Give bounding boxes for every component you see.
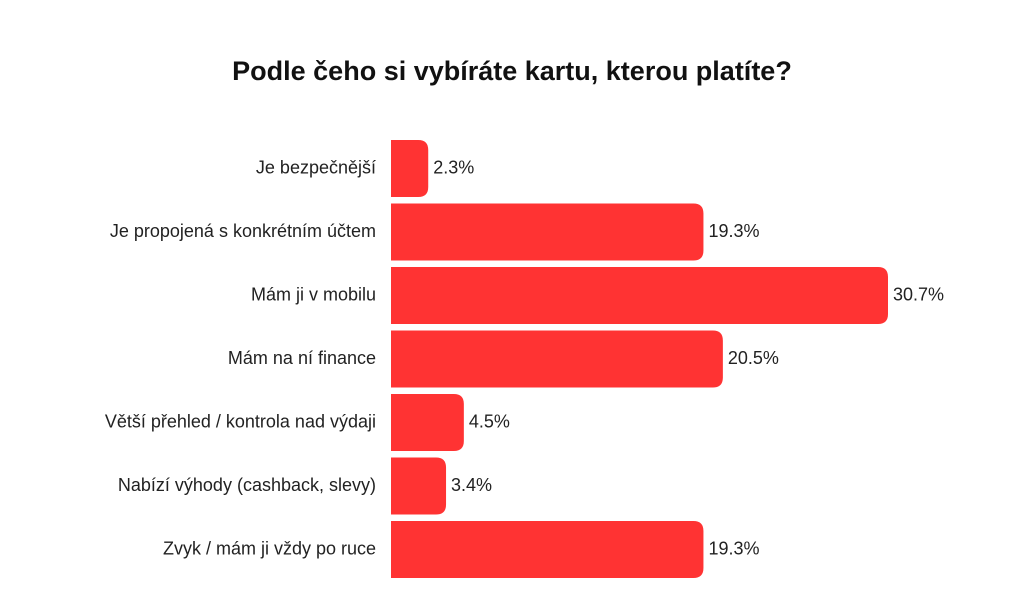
category-label: Je bezpečnější — [256, 157, 376, 177]
category-label: Mám ji v mobilu — [251, 284, 376, 304]
bar — [391, 457, 447, 515]
chart-title: Podle čeho si vybíráte kartu, kterou pla… — [232, 56, 792, 86]
bar — [391, 267, 888, 324]
data-label: 19.3% — [708, 538, 759, 558]
data-label: 30.7% — [893, 284, 944, 304]
data-label: 4.5% — [469, 411, 510, 431]
category-label: Je propojená s konkrétním účtem — [110, 221, 376, 241]
bar — [391, 203, 704, 261]
category-label: Zvyk / mám ji vždy po ruce — [163, 538, 376, 558]
data-label: 19.3% — [708, 221, 759, 241]
category-label: Větší přehled / kontrola nad výdaji — [105, 411, 376, 431]
category-label: Nabízí výhody (cashback, slevy) — [118, 475, 376, 495]
bar — [391, 330, 723, 388]
bar — [391, 140, 429, 197]
data-label: 20.5% — [728, 348, 779, 368]
category-label: Mám na ní finance — [228, 348, 376, 368]
bar — [391, 394, 464, 451]
data-label: 3.4% — [451, 475, 492, 495]
bar — [391, 521, 704, 578]
data-label: 2.3% — [433, 157, 474, 177]
